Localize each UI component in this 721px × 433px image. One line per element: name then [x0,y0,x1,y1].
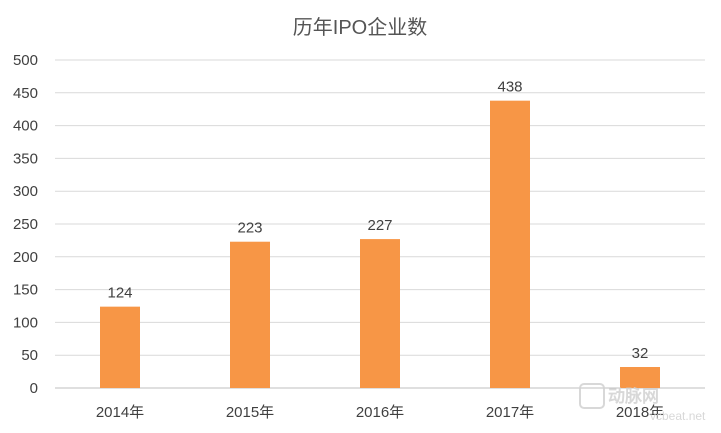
data-label: 223 [237,220,262,237]
x-tick-label: 2015年 [226,404,274,421]
y-tick-label: 450 [13,85,38,102]
x-tick-label: 2016年 [356,404,404,421]
watermark-subtext: vcbeat.net [650,409,706,423]
data-labels: 124 223 227 438 32 [107,79,648,362]
y-tick-label: 250 [13,216,38,233]
data-label: 32 [632,345,649,362]
watermark-icon [579,383,605,409]
x-tick-label: 2018年 [616,404,664,421]
x-tick-label: 2017年 [486,404,534,421]
bar [490,100,530,388]
x-tick-label: 2014年 [96,404,144,421]
watermark-logo: 动脉网 vcbeat.net [579,383,706,423]
y-tick-label: 0 [30,380,38,397]
y-tick-label: 350 [13,150,38,167]
y-tick-label: 400 [13,118,38,135]
bar [620,367,660,388]
data-label: 227 [367,217,392,234]
y-tick-label: 100 [13,314,38,331]
x-axis-ticks: 2014年 2015年 2016年 2017年 2018年 [96,404,664,421]
bar [100,306,140,388]
y-tick-label: 150 [13,282,38,299]
y-tick-label: 50 [21,347,38,364]
data-label: 124 [107,285,132,302]
bar [230,241,270,388]
watermark-text: 动脉网 [608,386,659,406]
y-tick-label: 500 [13,52,38,69]
y-tick-label: 200 [13,249,38,266]
bar [360,239,400,388]
y-axis-ticks: 0 50 100 150 200 250 300 350 400 450 500 [13,52,38,397]
bars [100,100,660,388]
y-tick-label: 300 [13,183,38,200]
data-label: 438 [497,79,522,96]
chart-title: 历年IPO企业数 [293,16,427,39]
